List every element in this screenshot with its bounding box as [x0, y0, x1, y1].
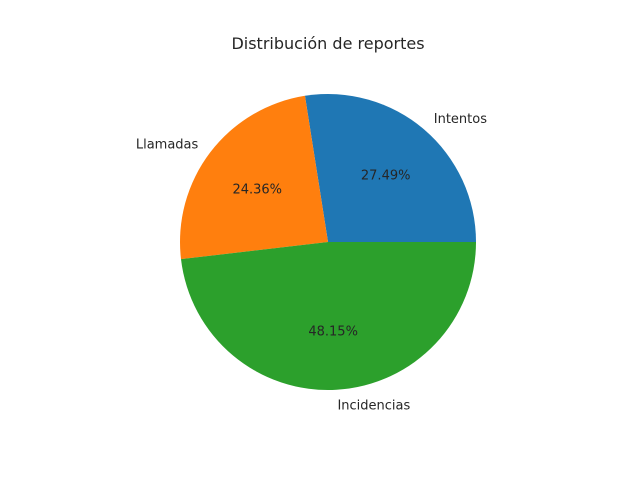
pie-slice-intentos	[304, 94, 476, 242]
slice-label-llamadas: Llamadas	[136, 138, 199, 153]
slice-percent-intentos: 27.49%	[361, 168, 411, 183]
pie-slices	[180, 94, 476, 390]
slice-label-intentos: Intentos	[434, 112, 487, 127]
slice-percent-llamadas: 24.36%	[232, 182, 282, 197]
slice-percent-incidencias: 48.15%	[308, 325, 358, 340]
pie-labels: Intentos 27.49% Llamadas 24.36% Incidencias 4…	[136, 112, 487, 413]
slice-label-incidencias: Incidencias	[337, 399, 410, 414]
pie-slice-llamadas	[180, 95, 328, 260]
chart-title: Distribución de reportes	[231, 34, 424, 53]
pie-slice-incidencias	[181, 242, 476, 390]
